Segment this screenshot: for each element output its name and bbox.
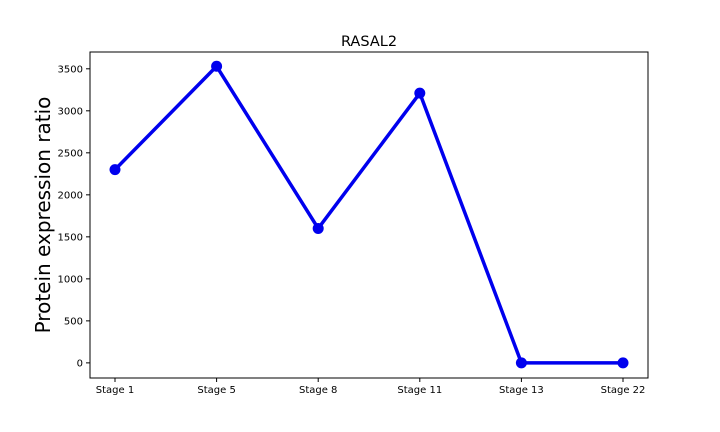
- data-point: [414, 87, 426, 99]
- x-tick-label: Stage 13: [499, 385, 544, 396]
- data-point: [211, 60, 223, 72]
- y-tick-label: 0: [77, 358, 83, 369]
- x-tick-label: Stage 5: [197, 385, 235, 396]
- series-line: [113, 64, 623, 365]
- plot-area-frame: [89, 51, 649, 379]
- x-tick-label: Stage 11: [397, 385, 442, 396]
- data-point: [515, 357, 527, 369]
- y-axis: 0 500 1000 1500 2000 2500 3000 3500: [58, 64, 90, 369]
- series-layer: [109, 60, 629, 369]
- y-tick-label: 3500: [58, 64, 83, 75]
- x-tick-label: Stage 8: [299, 385, 337, 396]
- y-tick-label: 1000: [58, 274, 83, 285]
- x-tick-label: Stage 1: [96, 385, 134, 396]
- x-tick-label: Stage 22: [601, 385, 646, 396]
- data-point: [312, 222, 324, 234]
- x-axis: Stage 1 Stage 5 Stage 8 Stage 11 Stage 13 Sta…: [96, 378, 646, 396]
- data-point: [109, 164, 121, 176]
- y-tick-label: 3000: [58, 106, 83, 117]
- y-tick-label: 2000: [58, 190, 83, 201]
- data-point: [617, 357, 629, 369]
- y-axis-label: Protein expression ratio: [31, 97, 55, 334]
- y-tick-label: 2500: [58, 148, 83, 159]
- y-tick-label: 1500: [58, 232, 83, 243]
- y-tick-label: 500: [64, 316, 83, 327]
- chart-title: RASAL2: [341, 34, 397, 50]
